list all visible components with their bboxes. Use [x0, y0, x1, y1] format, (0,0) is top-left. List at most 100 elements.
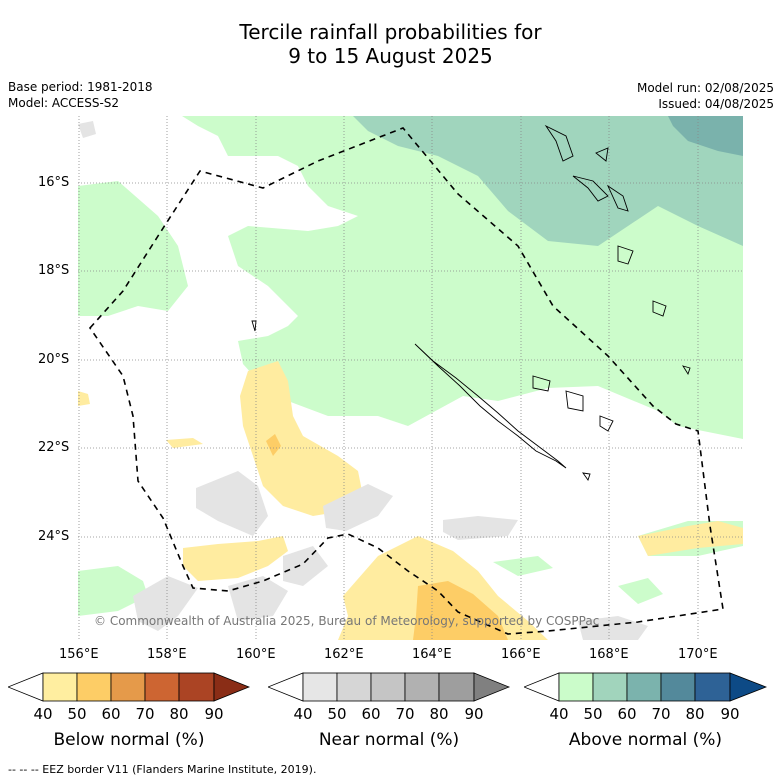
- near-normal-region-1: [196, 471, 268, 536]
- lon-label-156e: 156°E: [59, 647, 99, 662]
- above-tick-40: 40: [549, 705, 569, 723]
- near-normal-region-3: [443, 516, 518, 540]
- new-caledonia-coast: [414, 343, 567, 469]
- colorbar-below-bin-4: [144, 672, 180, 702]
- near-normal-region-8: [78, 121, 96, 138]
- near-tick-60: 60: [361, 705, 381, 723]
- below-tick-60: 60: [101, 705, 121, 723]
- near-normal-region-4: [133, 576, 198, 631]
- below-normal-60-south: [413, 581, 508, 640]
- issued-date: Issued: 04/08/2025: [658, 97, 774, 111]
- lon-label-162e: 162°E: [324, 647, 364, 662]
- gridlines: [78, 116, 743, 640]
- below-normal-50-small-1: [166, 438, 203, 448]
- coastlines: [251, 124, 691, 481]
- loyalty-island-3: [599, 415, 614, 432]
- vanuatu-island-5: [617, 245, 634, 265]
- vanuatu-island-2: [572, 175, 609, 202]
- above-tick-80: 80: [685, 705, 705, 723]
- colorbar-near: [268, 672, 510, 702]
- below-tick-70: 70: [135, 705, 155, 723]
- above-tick-70: 70: [651, 705, 671, 723]
- below-tick-80: 80: [169, 705, 189, 723]
- below-tick-90: 90: [204, 705, 224, 723]
- vanuatu-island-3: [606, 184, 629, 212]
- colorbar-near-extend-low: [268, 672, 304, 702]
- colorbar-below-bin-1: [42, 672, 78, 702]
- below-normal-50-small-2: [78, 391, 90, 406]
- above-tick-50: 50: [583, 705, 603, 723]
- colorbar-near-bin-3: [370, 672, 406, 702]
- colorbar-above: [524, 672, 767, 702]
- vanuatu-island-1: [544, 124, 574, 162]
- above-normal-50-mid: [493, 556, 553, 576]
- near-normal-region-2: [323, 484, 393, 531]
- colorbar-near-extend-high: [473, 672, 510, 702]
- eez-footnote: -- -- -- EEZ border V11 (Flanders Marine…: [8, 763, 317, 776]
- near-tick-70: 70: [395, 705, 415, 723]
- above-tick-90: 90: [720, 705, 740, 723]
- model-run: Model run: 02/08/2025: [636, 81, 774, 95]
- loyalty-island-1: [532, 375, 551, 392]
- colorbar-above-bin-4: [660, 672, 696, 702]
- colorbar-below: [8, 672, 250, 702]
- lon-label-158e: 158°E: [147, 647, 187, 662]
- model-name: Model: ACCESS-S2: [8, 96, 120, 110]
- above-tick-60: 60: [617, 705, 637, 723]
- lon-label-166e: 166°E: [501, 647, 541, 662]
- below-normal-60-central: [266, 434, 281, 456]
- colorbar-below-extend-high: [213, 672, 250, 702]
- forecast-map: [78, 116, 743, 640]
- lon-label-164e: 164°E: [412, 647, 452, 662]
- lat-label-22s: 22°S: [38, 440, 70, 455]
- above-normal-60-region: [353, 116, 743, 246]
- small-island-1: [251, 320, 257, 332]
- title-line-2: 9 to 15 August 2025: [288, 44, 493, 68]
- colorbar-above-bin-1: [558, 672, 594, 702]
- near-normal-region-5: [283, 546, 328, 586]
- colorbar-near-bin-5: [438, 672, 475, 702]
- lon-label-170e: 170°E: [678, 647, 718, 662]
- colorbar-below-extend-low: [8, 672, 44, 702]
- below-normal-50-east: [638, 521, 743, 556]
- lat-label-20s: 20°S: [38, 352, 70, 367]
- colorbar-below-bin-5: [178, 672, 215, 702]
- lon-label-160e: 160°E: [236, 647, 276, 662]
- base-period: Base period: 1981-2018: [8, 80, 153, 94]
- loyalty-island-2: [565, 390, 584, 412]
- lat-label-24s: 24°S: [38, 529, 70, 544]
- small-island-3: [582, 472, 591, 481]
- above-normal-70-region: [668, 116, 743, 156]
- above-normal-50-west: [78, 181, 188, 316]
- below-tick-40: 40: [33, 705, 53, 723]
- colorbar-below-bin-3: [110, 672, 146, 702]
- near-tick-80: 80: [429, 705, 449, 723]
- copyright-credit: © Commonwealth of Australia 2025, Bureau…: [94, 614, 600, 628]
- colorbar-below-bin-2: [76, 672, 112, 702]
- vanuatu-island-4: [595, 147, 609, 162]
- below-normal-50-sw: [183, 536, 288, 581]
- small-island-2: [681, 365, 691, 376]
- near-tick-50: 50: [327, 705, 347, 723]
- colorbar-near-bin-4: [404, 672, 440, 702]
- colorbar-above-bin-5: [694, 672, 731, 702]
- title-line-1: Tercile rainfall probabilities for: [239, 20, 542, 44]
- below-tick-50: 50: [67, 705, 87, 723]
- near-tick-90: 90: [464, 705, 484, 723]
- above-normal-50-sw: [78, 566, 148, 616]
- lon-label-168e: 168°E: [589, 647, 629, 662]
- colorbar-above-extend-low: [524, 672, 560, 702]
- lat-label-16s: 16°S: [38, 175, 70, 190]
- above-normal-title: Above normal (%): [568, 730, 723, 750]
- near-normal-title: Near normal (%): [318, 730, 460, 750]
- colorbar-above-bin-3: [626, 672, 662, 702]
- colorbar-near-bin-1: [302, 672, 338, 702]
- eez-border: [88, 127, 724, 635]
- below-normal-title: Below normal (%): [53, 730, 205, 750]
- colorbar-near-bin-2: [336, 672, 372, 702]
- colorbar-above-bin-2: [592, 672, 628, 702]
- above-normal-50-se: [618, 578, 663, 604]
- below-normal-50-central: [240, 361, 363, 516]
- lat-label-18s: 18°S: [38, 263, 70, 278]
- map-svg: [78, 116, 743, 640]
